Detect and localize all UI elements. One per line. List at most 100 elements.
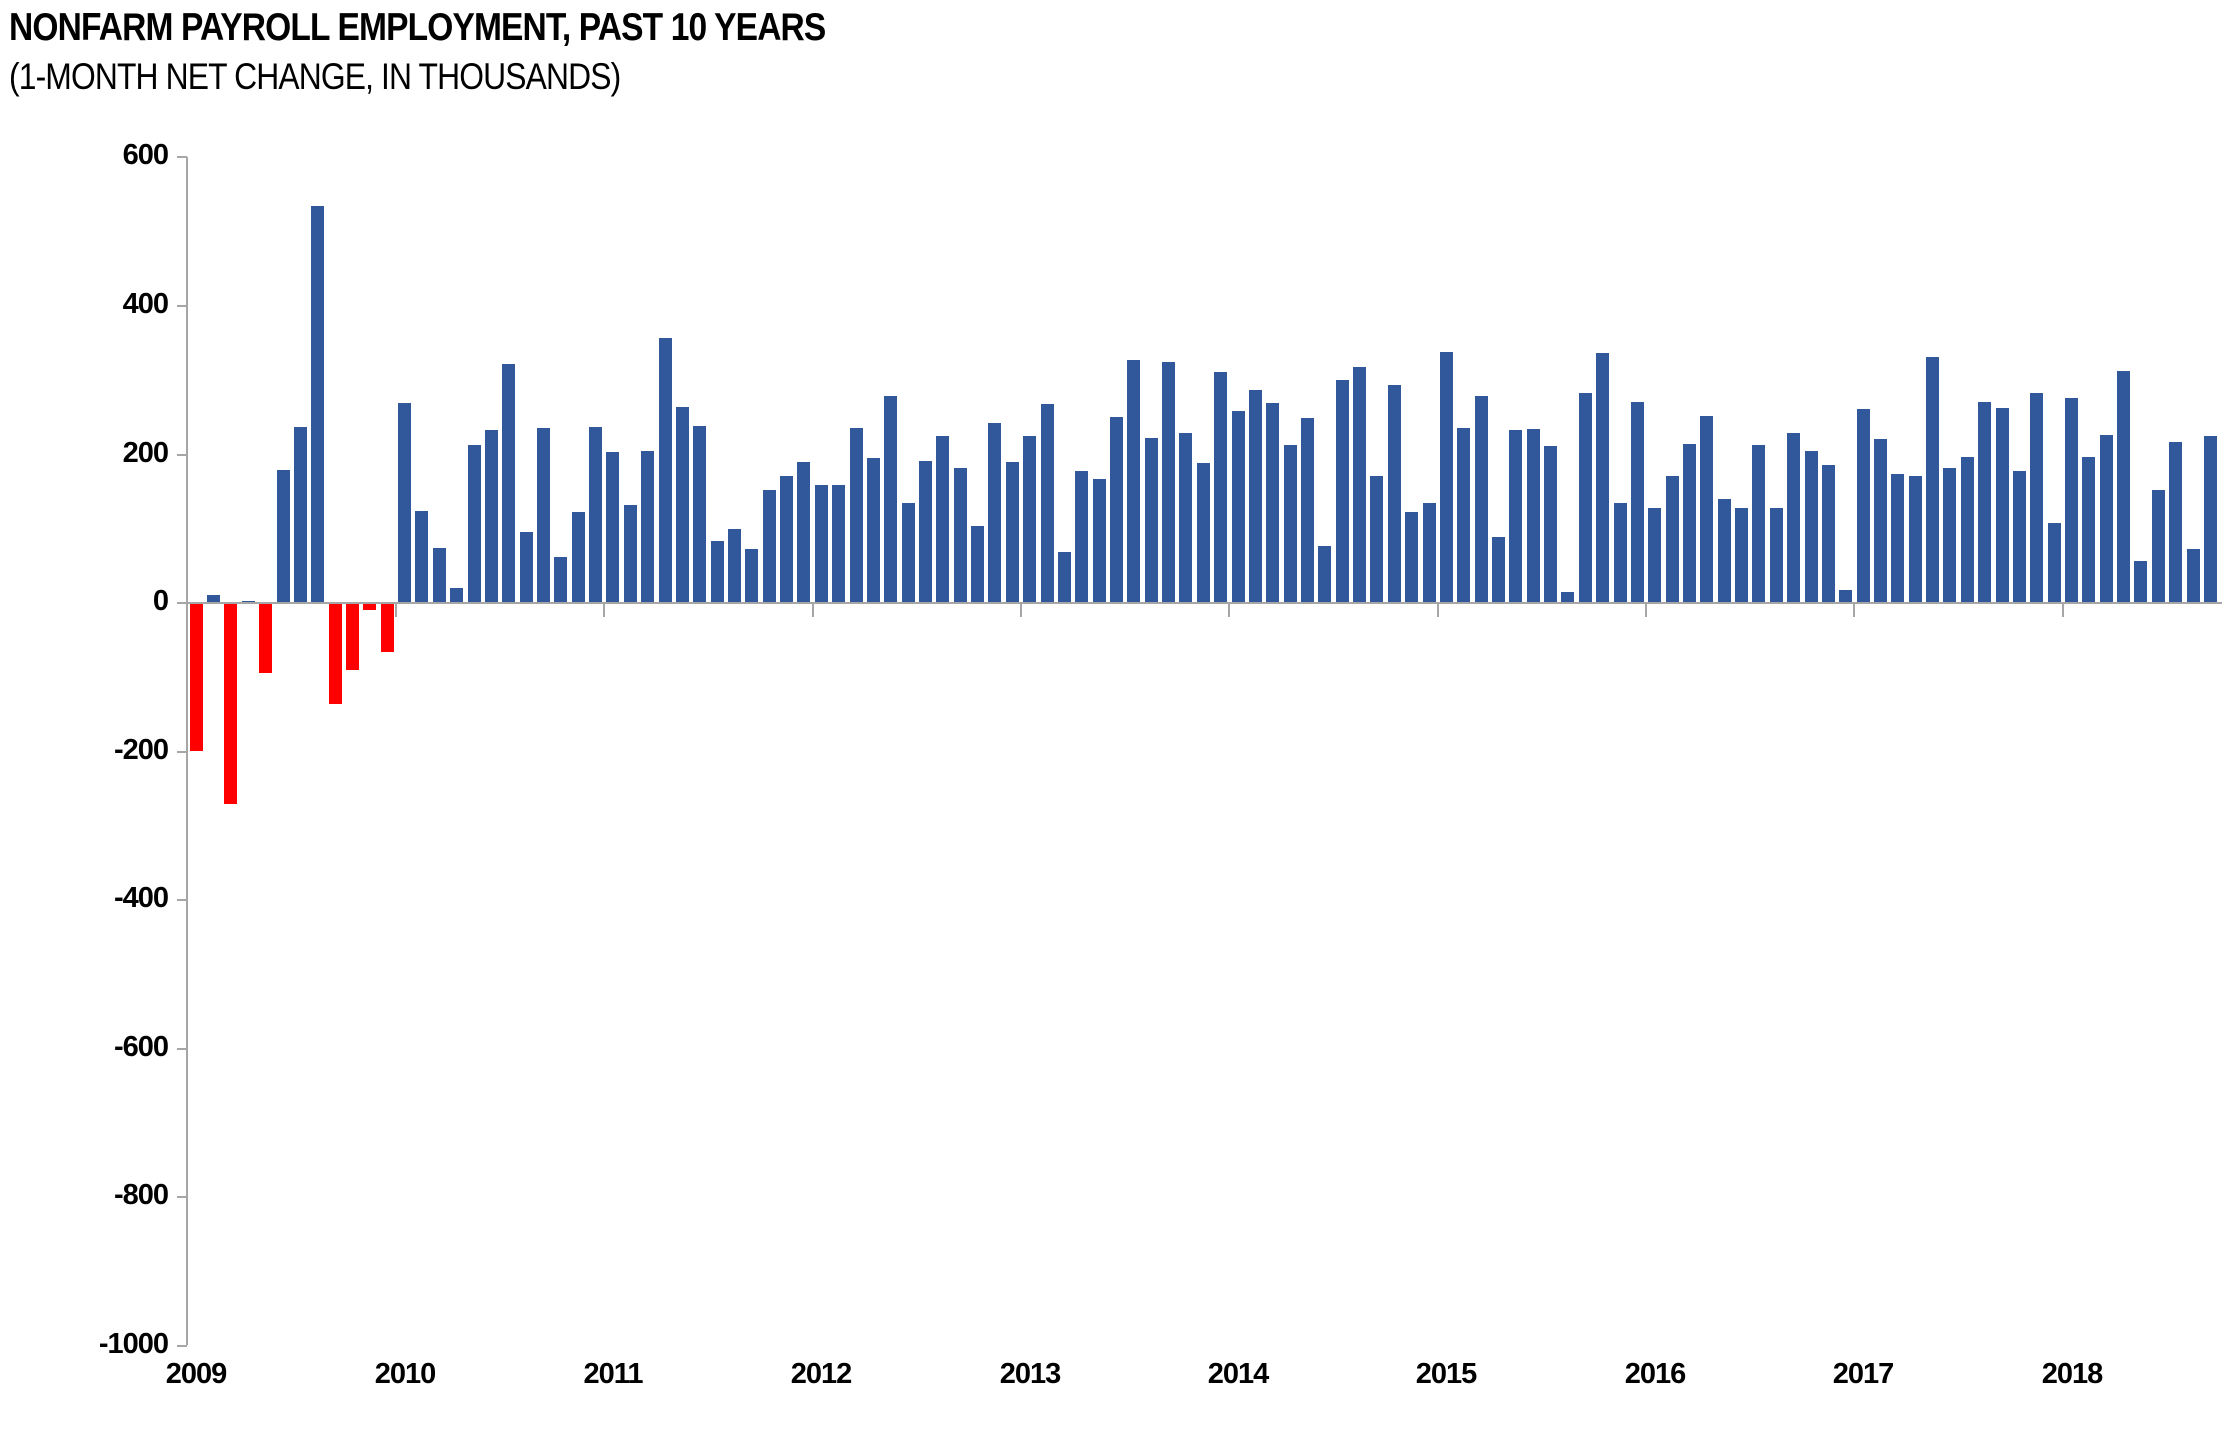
bar-positive xyxy=(1145,438,1158,602)
bar-positive xyxy=(1596,353,1609,602)
bar-positive xyxy=(711,541,724,602)
bar-positive xyxy=(415,511,428,602)
bar-negative xyxy=(224,604,237,804)
bar-negative xyxy=(363,604,376,610)
bar-positive xyxy=(450,588,463,602)
y-axis-tick-label: -400 xyxy=(113,882,169,914)
bar-positive xyxy=(988,423,1001,602)
bar-positive xyxy=(815,485,828,602)
bar-positive xyxy=(1162,362,1175,602)
bar-positive xyxy=(1093,479,1106,602)
bar-positive xyxy=(659,338,672,602)
bar-positive xyxy=(884,396,897,602)
bar-positive xyxy=(1857,409,1870,602)
bar-positive xyxy=(398,403,411,602)
bar-positive xyxy=(693,426,706,602)
year-boundary-tick xyxy=(2062,604,2064,617)
x-axis-year-label: 2010 xyxy=(374,1358,437,1390)
y-axis-tick xyxy=(177,1196,187,1198)
bar-positive xyxy=(1492,537,1505,602)
bar-positive xyxy=(2065,398,2078,602)
bar-positive xyxy=(1909,476,1922,602)
bar-positive xyxy=(2169,442,2182,602)
bar-positive xyxy=(1648,508,1661,602)
bar-negative xyxy=(346,604,359,670)
bar-positive xyxy=(485,430,498,602)
bar-positive xyxy=(1179,433,1192,602)
bar-positive xyxy=(1735,508,1748,602)
bar-positive xyxy=(2204,436,2217,602)
bar-positive xyxy=(1457,428,1470,602)
bar-positive xyxy=(1266,403,1279,602)
bar-positive xyxy=(1527,429,1540,602)
bar-positive xyxy=(2152,490,2165,602)
chart-subtitle: (1-MONTH NET CHANGE, IN THOUSANDS) xyxy=(9,56,621,97)
x-axis-year-label: 2012 xyxy=(790,1358,853,1390)
bar-positive xyxy=(1700,416,1713,602)
x-axis-year-label: 2014 xyxy=(1207,1358,1270,1390)
y-axis-tick xyxy=(177,1345,187,1347)
bar-positive xyxy=(2082,457,2095,602)
bar-positive xyxy=(1041,404,1054,602)
bar-positive xyxy=(1943,468,1956,602)
bar-positive xyxy=(1284,445,1297,602)
bar-positive xyxy=(1336,380,1349,602)
bar-positive xyxy=(242,601,255,602)
y-axis-tick xyxy=(177,454,187,456)
bar-positive xyxy=(850,428,863,602)
year-boundary-tick xyxy=(812,604,814,617)
bar-positive xyxy=(1666,476,1679,602)
bar-negative xyxy=(329,604,342,704)
bar-positive xyxy=(728,529,741,602)
bar-positive xyxy=(1614,503,1627,602)
bar-positive xyxy=(1996,408,2009,602)
y-axis-tick-label: 600 xyxy=(122,139,169,171)
bar-positive xyxy=(1874,439,1887,602)
bar-positive xyxy=(1058,552,1071,602)
year-boundary-tick xyxy=(395,604,397,617)
bar-positive xyxy=(1110,417,1123,602)
bar-positive xyxy=(936,436,949,602)
bar-positive xyxy=(1006,462,1019,602)
bar-positive xyxy=(207,595,220,602)
bar-positive xyxy=(2117,371,2130,602)
bar-positive xyxy=(1318,546,1331,602)
bar-negative xyxy=(190,604,203,751)
year-boundary-tick xyxy=(1853,604,1855,617)
bar-positive xyxy=(294,427,307,602)
bar-negative xyxy=(259,604,272,673)
bar-positive xyxy=(832,485,845,602)
x-axis-year-label: 2011 xyxy=(583,1358,644,1390)
year-boundary-tick xyxy=(1228,604,1230,617)
bar-positive xyxy=(1631,402,1644,602)
bar-positive xyxy=(1839,590,1852,602)
bar-positive xyxy=(502,364,515,602)
bar-positive xyxy=(1127,360,1140,602)
bar-positive xyxy=(1579,393,1592,602)
bar-positive xyxy=(1561,592,1574,602)
y-axis-tick-label: -1000 xyxy=(98,1328,169,1360)
bar-positive xyxy=(2187,549,2200,602)
bar-positive xyxy=(1509,430,1522,602)
y-axis-tick-label: -600 xyxy=(113,1031,169,1063)
x-axis-year-label: 2017 xyxy=(1832,1358,1895,1390)
x-axis-year-label: 2013 xyxy=(999,1358,1062,1390)
x-axis-year-label: 2016 xyxy=(1624,1358,1687,1390)
chart-title: NONFARM PAYROLL EMPLOYMENT, PAST 10 YEAR… xyxy=(9,6,826,49)
bar-positive xyxy=(1683,444,1696,602)
bar-positive xyxy=(1718,499,1731,602)
bar-positive xyxy=(1023,436,1036,602)
y-axis-tick xyxy=(177,899,187,901)
bar-positive xyxy=(1405,512,1418,602)
y-axis-tick xyxy=(177,751,187,753)
bar-positive xyxy=(1752,445,1765,602)
y-axis-tick-label: 0 xyxy=(152,585,169,617)
bar-positive xyxy=(1197,463,1210,602)
bar-positive xyxy=(1249,390,1262,602)
bar-positive xyxy=(641,451,654,602)
year-boundary-tick xyxy=(1437,604,1439,617)
bar-positive xyxy=(1353,367,1366,602)
bar-positive xyxy=(1475,396,1488,602)
bar-positive xyxy=(797,462,810,602)
